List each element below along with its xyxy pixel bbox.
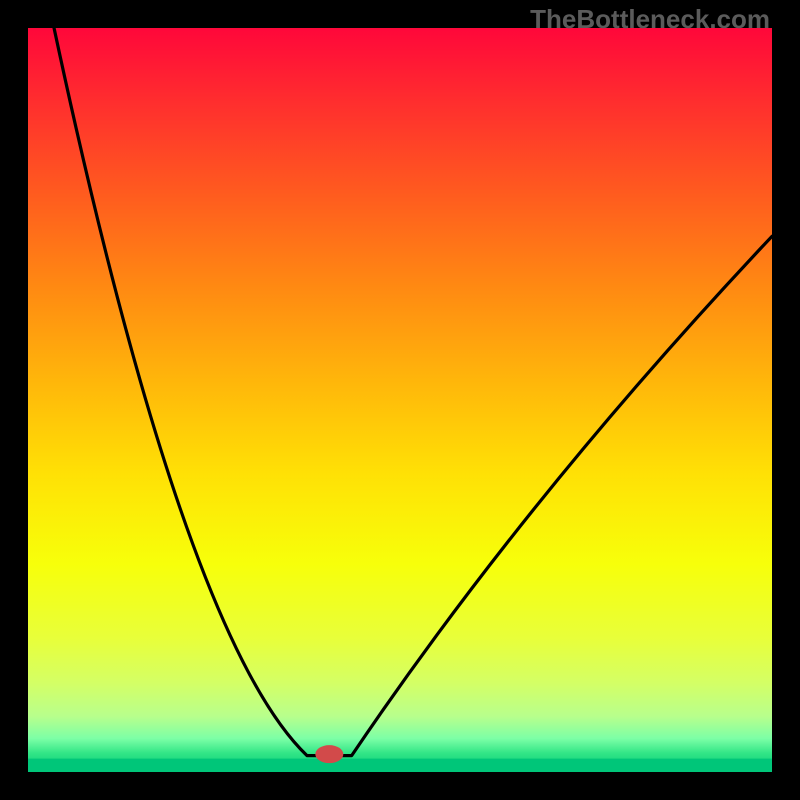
bottleneck-curve xyxy=(28,28,772,772)
optimal-point-marker xyxy=(315,745,343,763)
watermark-text: TheBottleneck.com xyxy=(530,4,770,35)
bottleneck-curve-path xyxy=(54,28,772,756)
